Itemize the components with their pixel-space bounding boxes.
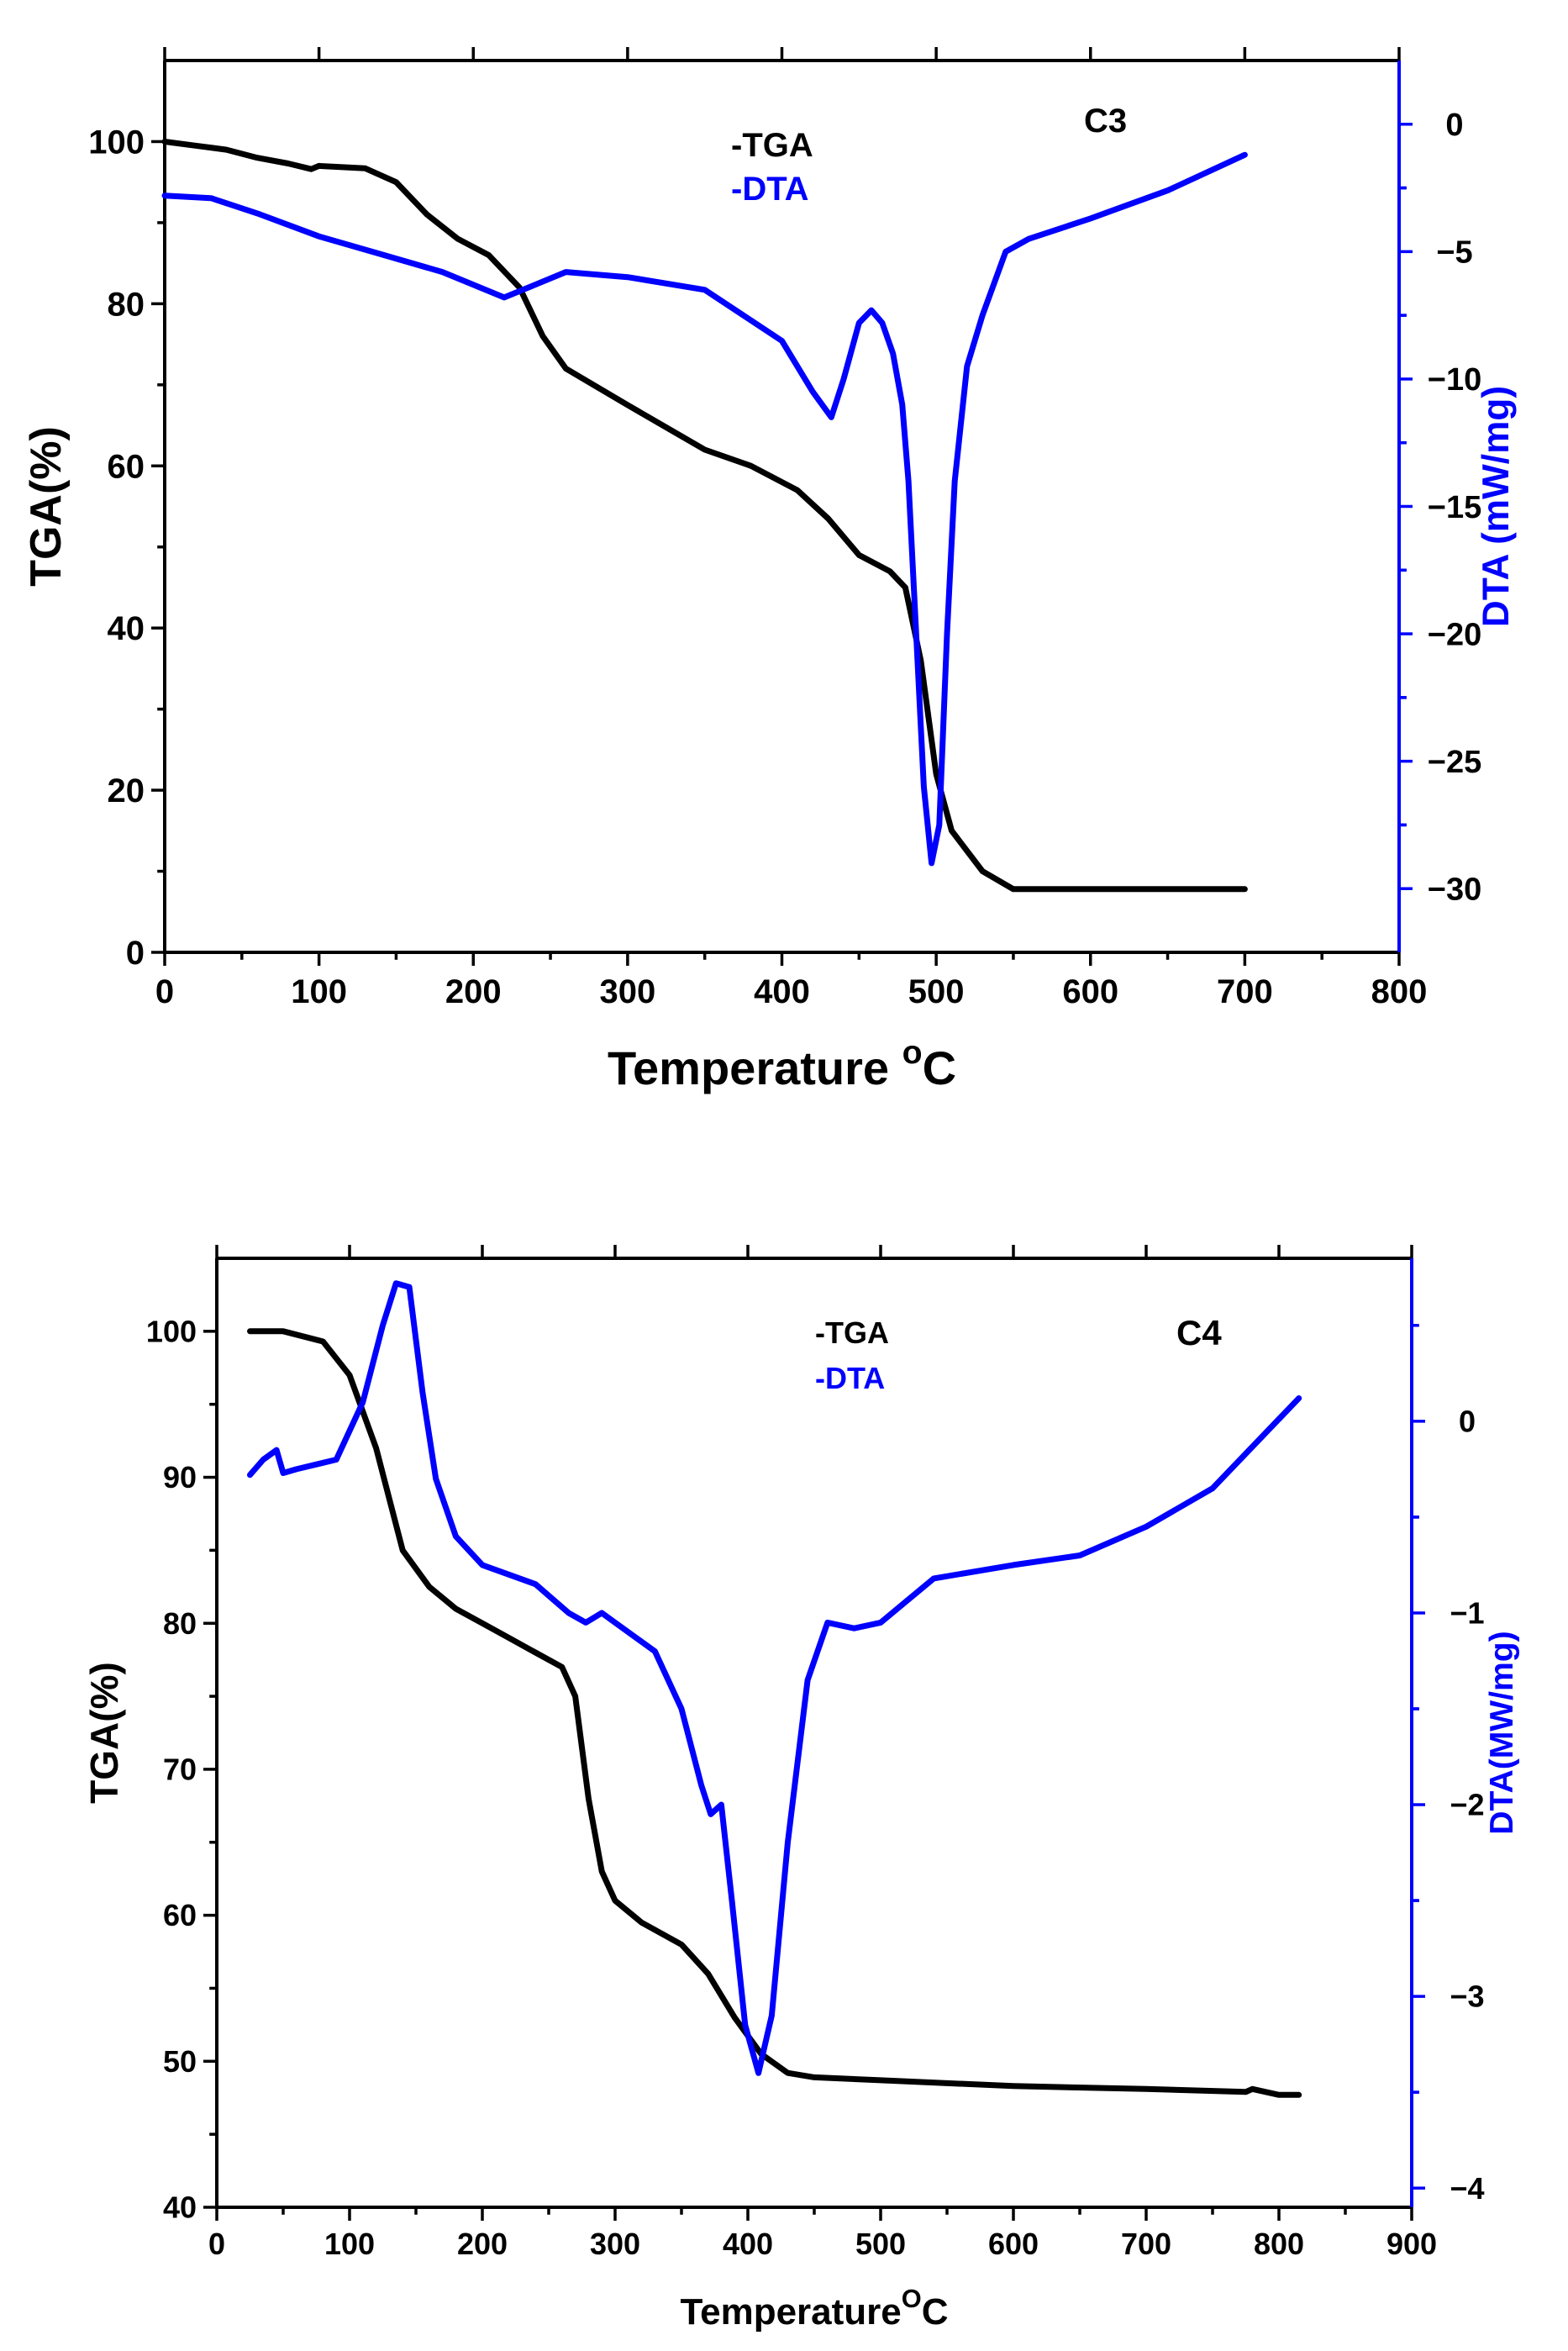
y-left-tick-label: 80 — [163, 1606, 197, 1641]
legend-dta: -DTA — [731, 171, 809, 208]
chart-title: C3 — [1084, 103, 1127, 140]
y-left-tick-label: 80 — [108, 286, 145, 323]
y-left-tick-label: 40 — [163, 2190, 197, 2225]
y-left-tick-label: 90 — [163, 1460, 197, 1494]
x-tick-label: 100 — [291, 973, 347, 1010]
x-tick-label: 500 — [855, 2227, 906, 2261]
x-tick-label: 700 — [1217, 973, 1273, 1010]
x-tick-label: 700 — [1121, 2227, 1171, 2261]
y-right-tick-label: −15 — [1428, 490, 1481, 525]
y-left-tick-label: 0 — [126, 935, 145, 972]
y-right-axis-label: DTA(MW/mg) — [1484, 1631, 1520, 1834]
x-tick-label: 300 — [590, 2227, 640, 2261]
y-right-tick-label: −5 — [1436, 235, 1472, 271]
y-left-tick-label: 40 — [108, 610, 145, 647]
y-right-tick-label: −30 — [1428, 872, 1481, 908]
y-left-tick-label: 60 — [163, 1898, 197, 1932]
x-tick-label: 300 — [600, 973, 656, 1010]
x-tick-label: 400 — [754, 973, 810, 1010]
x-axis-label: Temperature oC — [608, 1035, 956, 1094]
degree-symbol: o — [902, 1035, 923, 1071]
x-tick-label: 0 — [155, 973, 174, 1010]
x-axis-unit: C — [922, 2291, 949, 2333]
y-left-tick-label: 100 — [88, 124, 145, 161]
x-tick-label: 600 — [988, 2227, 1039, 2261]
x-tick-label: 200 — [457, 2227, 508, 2261]
y-left-axis-label: TGA(%) — [22, 426, 71, 587]
degree-symbol: O — [902, 2284, 922, 2313]
chart-title: C4 — [1176, 1313, 1222, 1352]
y-right-axis-label: DTA (mW/mg) — [1476, 386, 1517, 627]
y-right-tick-label: −10 — [1428, 362, 1481, 398]
chart-c4: 0 100 200 300 400 500 600 700 800 900405060708090… — [82, 1245, 1520, 2333]
y-right-tick-label: −2 — [1450, 1788, 1484, 1822]
x-axis-label-text: Temperature — [608, 1041, 902, 1094]
x-tick-label: 800 — [1254, 2227, 1304, 2261]
x-tick-label: 800 — [1371, 973, 1428, 1010]
series-tga-line — [165, 142, 1244, 889]
series-dta-line — [250, 1284, 1299, 2074]
legend-dta: -DTA — [815, 1361, 885, 1395]
x-tick-label: 0 — [208, 2227, 225, 2261]
y-left-tick-label: 50 — [163, 2044, 197, 2079]
y-right-tick-label: 0 — [1445, 108, 1463, 143]
chart-c3: 0 100 200 300 400 500 600 700 800 0 20 40 60 80 100 0 −5… — [22, 47, 1517, 1094]
series-dta-line — [165, 155, 1244, 863]
x-tick-label: 200 — [445, 973, 502, 1010]
y-left-tick-label: 70 — [163, 1753, 197, 1787]
x-tick-label: 400 — [723, 2227, 773, 2261]
x-tick-label: 600 — [1062, 973, 1118, 1010]
tga-dta-figure: 0 100 200 300 400 500 600 700 800020406080100 0−5… — [0, 0, 1568, 2351]
y-left-tick-label: 100 — [146, 1314, 197, 1348]
x-axis-label-text: Temperature — [680, 2291, 901, 2333]
x-tick-label: 100 — [324, 2227, 375, 2261]
y-right-tick-label: −4 — [1450, 2171, 1484, 2206]
x-tick-label: 900 — [1386, 2227, 1437, 2261]
legend-tga: -TGA — [731, 127, 813, 164]
y-right-tick-label: −25 — [1428, 745, 1481, 780]
x-axis-label: TemperatureOC — [680, 2284, 948, 2333]
y-right-tick-label: −1 — [1450, 1596, 1484, 1631]
y-right-tick-label: −20 — [1428, 617, 1481, 652]
y-right-tick-label: −3 — [1450, 1979, 1484, 2014]
y-left-tick-label: 20 — [108, 772, 145, 809]
y-right-tick-label: 0 — [1459, 1404, 1476, 1438]
legend-tga: -TGA — [815, 1315, 889, 1350]
x-axis-unit: C — [923, 1041, 956, 1094]
y-left-tick-label: 60 — [108, 448, 145, 485]
y-left-axis-label: TGA(%) — [82, 1662, 126, 1804]
x-tick-label: 500 — [908, 973, 965, 1010]
